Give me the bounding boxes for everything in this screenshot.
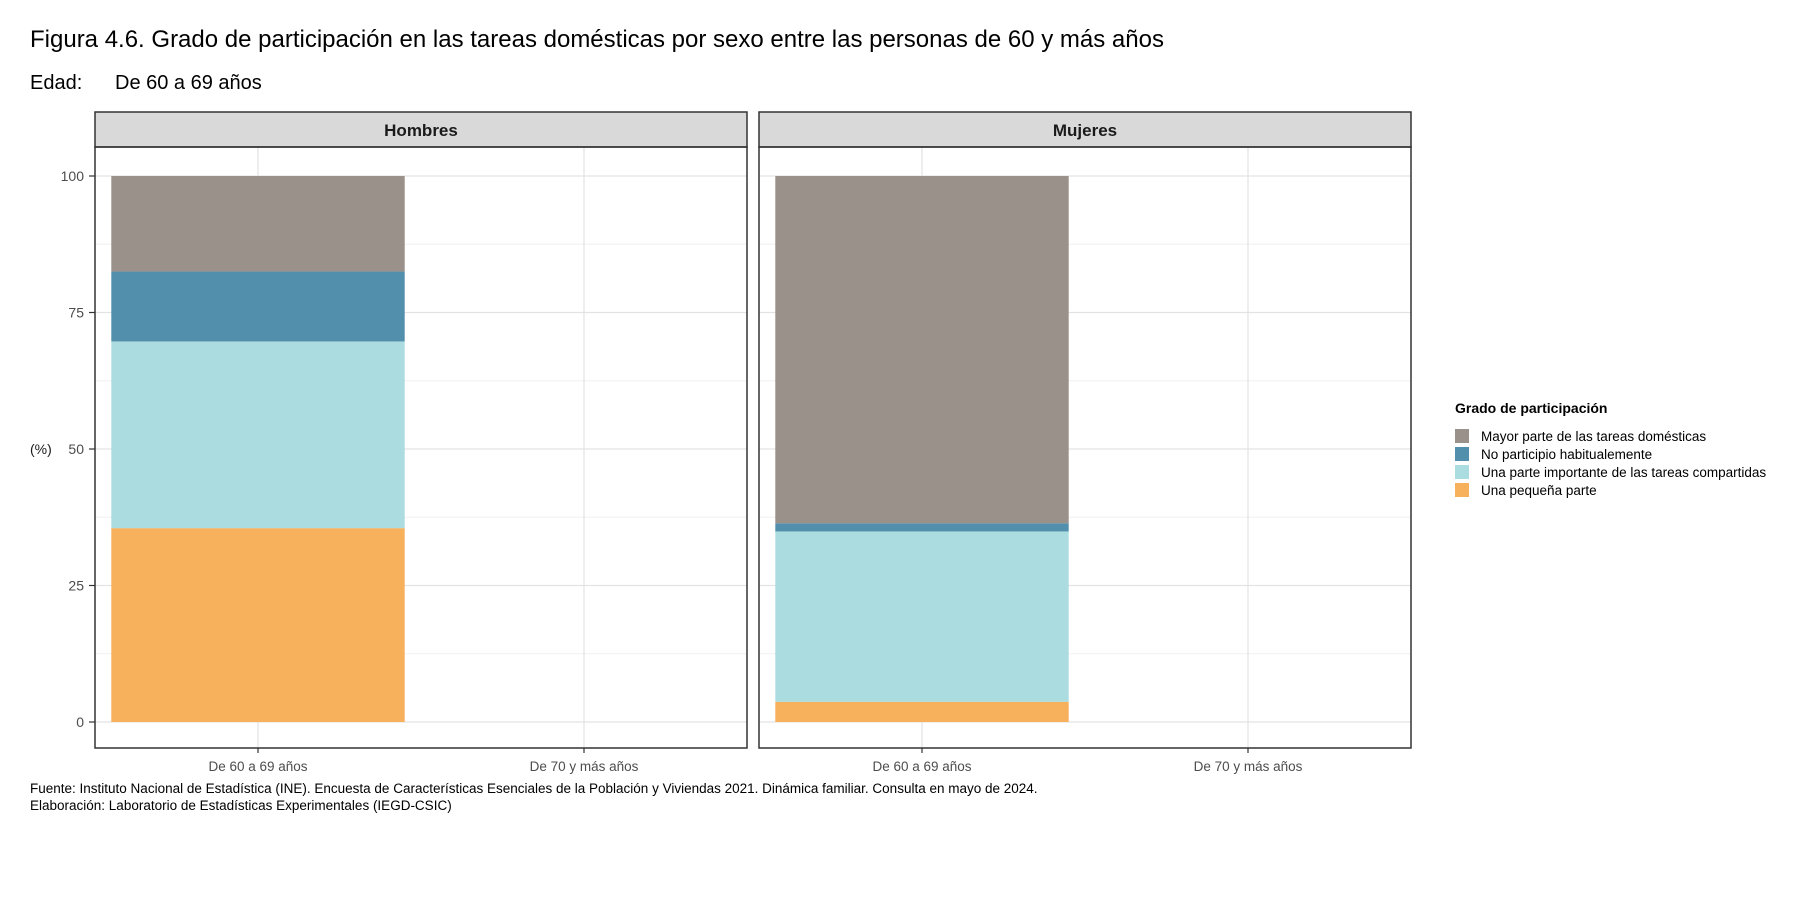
panel-border: [94, 146, 748, 749]
legend-swatch: [1455, 429, 1469, 443]
legend-item: No participio habitualemente: [1455, 445, 1766, 463]
legend-label: No participio habitualemente: [1481, 446, 1653, 462]
bar-segment: [775, 176, 1069, 524]
y-tick-label: 50: [68, 441, 84, 457]
legend-item: Una parte importante de las tareas compa…: [1455, 463, 1766, 481]
y-tick-label: 0: [76, 714, 84, 730]
legend-label: Una pequeña parte: [1481, 482, 1597, 498]
y-axis-title: (%): [30, 441, 52, 457]
facet-label: Mujeres: [1053, 121, 1117, 140]
legend-label: Una parte importante de las tareas compa…: [1481, 464, 1767, 480]
legend-swatch: [1455, 447, 1469, 461]
panel-border: [758, 146, 1412, 749]
legend-label: Mayor parte de las tareas domésticas: [1481, 428, 1707, 444]
y-tick-label: 75: [68, 305, 84, 321]
credit-note: Elaboración: Laboratorio de Estadísticas…: [30, 798, 452, 813]
legend-item: Una pequeña parte: [1455, 481, 1766, 499]
bar-segment: [111, 528, 405, 722]
x-tick-label: De 70 y más años: [530, 759, 639, 774]
y-tick-label: 25: [68, 578, 84, 594]
x-tick-label: De 60 a 69 años: [208, 759, 307, 774]
age-filter: Edad: De 60 a 69 años: [30, 72, 262, 95]
chart-title: Figura 4.6. Grado de participación en la…: [30, 26, 1164, 53]
legend-title: Grado de participación: [1455, 400, 1608, 416]
age-filter-value: De 60 a 69 años: [115, 72, 262, 94]
caption: Fuente: Instituto Nacional de Estadístic…: [30, 780, 1038, 814]
bar-segment: [775, 701, 1069, 722]
bar-segment: [111, 176, 405, 272]
facet-strip: [758, 111, 1412, 148]
bar-segment: [111, 341, 405, 529]
legend-swatch: [1455, 483, 1469, 497]
x-tick-label: De 60 a 69 años: [872, 759, 971, 774]
y-tick-label: 100: [61, 168, 85, 184]
x-tick-label: De 70 y más años: [1194, 759, 1303, 774]
legend-items: Mayor parte de las tareas domésticas No p…: [1455, 427, 1766, 499]
facet-label: Hombres: [384, 121, 458, 140]
legend-swatch: [1455, 465, 1469, 479]
age-filter-label: Edad:: [30, 72, 83, 94]
legend: Grado de participación Mayor parte de la…: [1455, 400, 1766, 499]
bar-segment: [775, 523, 1069, 532]
source-note: Fuente: Instituto Nacional de Estadístic…: [30, 781, 1038, 796]
legend-item: Mayor parte de las tareas domésticas: [1455, 427, 1766, 445]
bar-segment: [111, 271, 405, 342]
bar-segment: [775, 531, 1069, 702]
